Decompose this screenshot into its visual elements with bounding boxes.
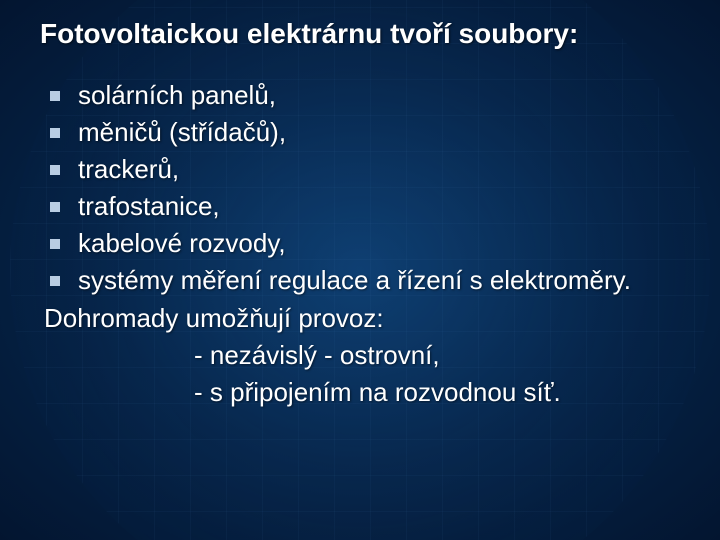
list-item: trafostanice, — [44, 189, 680, 224]
square-bullet-icon — [50, 239, 60, 249]
square-bullet-icon — [50, 91, 60, 101]
closing-line-3: - s připojením na rozvodnou síť. — [44, 375, 680, 410]
list-item: systémy měření regulace a řízení s elekt… — [44, 263, 680, 298]
bullet-text: kabelové rozvody, — [78, 226, 680, 261]
slide-content: solárních panelů, měničů (střídačů), tra… — [40, 78, 680, 410]
square-bullet-icon — [50, 128, 60, 138]
bullet-text: solárních panelů, — [78, 78, 680, 113]
closing-line-1: Dohromady umožňují provoz: — [44, 301, 680, 336]
square-bullet-icon — [50, 202, 60, 212]
bullet-text: systémy měření regulace a řízení s elekt… — [78, 263, 680, 298]
slide-title: Fotovoltaickou elektrárnu tvoří soubory: — [40, 18, 680, 50]
bullet-list: solárních panelů, měničů (střídačů), tra… — [44, 78, 680, 299]
list-item: kabelové rozvody, — [44, 226, 680, 261]
bullet-text: měničů (střídačů), — [78, 115, 680, 150]
list-item: solárních panelů, — [44, 78, 680, 113]
slide-container: Fotovoltaickou elektrárnu tvoří soubory:… — [0, 0, 720, 540]
bullet-text: trackerů, — [78, 152, 680, 187]
bullet-text: trafostanice, — [78, 189, 680, 224]
closing-line-2: - nezávislý - ostrovní, — [44, 338, 680, 373]
square-bullet-icon — [50, 165, 60, 175]
list-item: trackerů, — [44, 152, 680, 187]
square-bullet-icon — [50, 276, 60, 286]
list-item: měničů (střídačů), — [44, 115, 680, 150]
